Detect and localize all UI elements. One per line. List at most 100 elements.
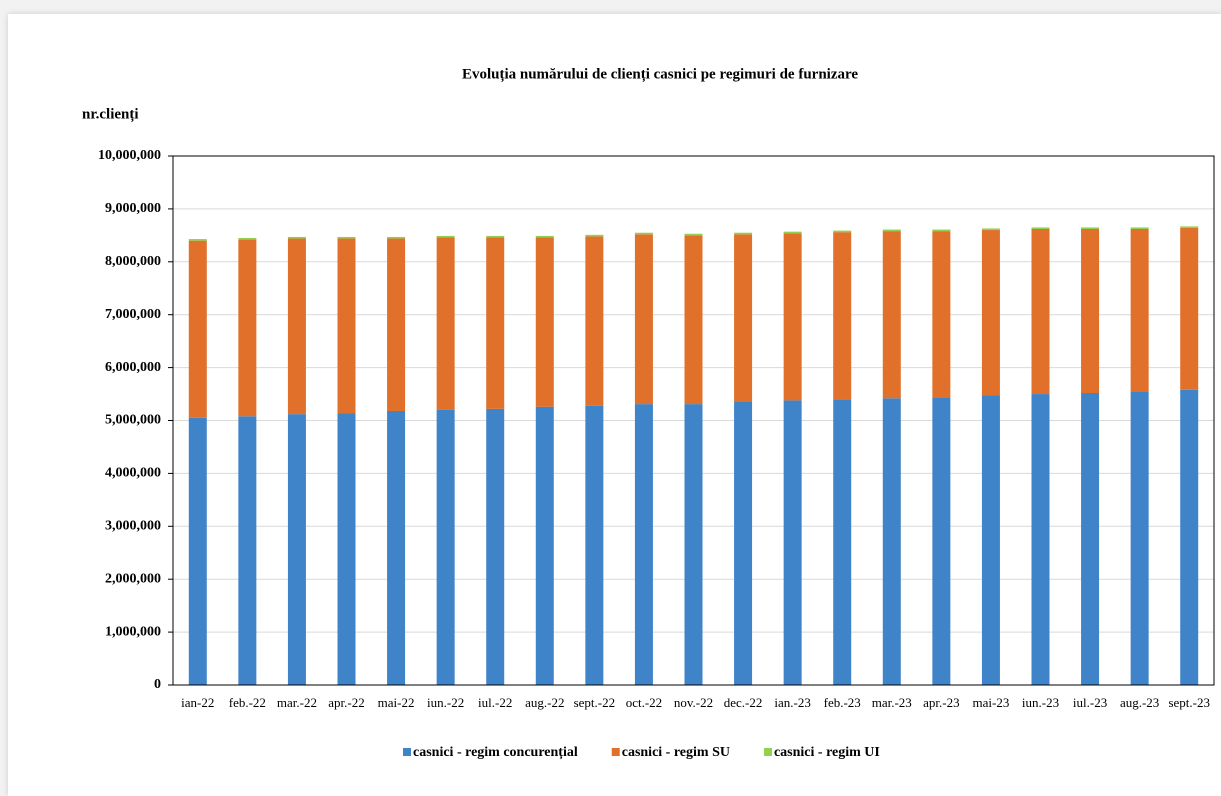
bar-segment bbox=[1031, 394, 1050, 685]
bar-segment bbox=[436, 237, 455, 410]
x-tick-label: nov.-22 bbox=[674, 695, 713, 710]
bar-segment bbox=[634, 232, 653, 235]
bar-segment bbox=[1081, 392, 1100, 685]
x-tick-label: sept.-23 bbox=[1168, 695, 1210, 710]
bar-segment bbox=[238, 416, 257, 685]
legend-label: casnici - regim SU bbox=[622, 745, 730, 760]
bar-segment bbox=[932, 397, 951, 685]
x-tick-label: sept.-22 bbox=[574, 695, 616, 710]
x-tick-label: iul.-23 bbox=[1073, 695, 1107, 710]
bar-segment bbox=[833, 230, 852, 233]
bar-segment bbox=[981, 395, 1000, 685]
bar-segment bbox=[1130, 227, 1149, 230]
y-tick-label: 4,000,000 bbox=[105, 466, 161, 481]
bar-segment bbox=[882, 398, 901, 685]
bar-segment bbox=[1031, 227, 1050, 230]
bar-segment bbox=[238, 239, 257, 417]
x-tick-label: mar.-22 bbox=[277, 695, 317, 710]
bar-segment bbox=[684, 404, 703, 685]
bar-segment bbox=[486, 408, 505, 685]
x-tick-label: apr.-22 bbox=[328, 695, 364, 710]
bar-segment bbox=[337, 413, 356, 685]
bar-segment bbox=[188, 240, 207, 418]
x-tick-label: mai-23 bbox=[973, 695, 1010, 710]
x-tick-label: iul.-22 bbox=[478, 695, 512, 710]
bar-segment bbox=[585, 236, 604, 406]
legend-swatch bbox=[611, 748, 620, 756]
x-tick-label: aug.-23 bbox=[1120, 695, 1159, 710]
x-tick-label: iun.-23 bbox=[1022, 695, 1059, 710]
y-tick-label: 5,000,000 bbox=[105, 413, 161, 428]
bar-segment bbox=[833, 399, 852, 685]
legend-swatch bbox=[763, 748, 772, 756]
legend-swatch bbox=[403, 748, 411, 756]
bar-segment bbox=[1031, 229, 1050, 395]
bar-segment bbox=[387, 236, 406, 239]
bar-segment bbox=[486, 237, 505, 409]
bar-segment bbox=[337, 236, 356, 239]
bar-segment bbox=[535, 237, 554, 407]
y-tick-label: 1,000,000 bbox=[105, 624, 161, 639]
chart-title: Evoluția numărului de clienți casnici pe… bbox=[462, 66, 858, 82]
x-tick-label: feb.-23 bbox=[824, 695, 861, 710]
legend-label: casnici - regim UI bbox=[774, 745, 880, 760]
bar-segment bbox=[734, 401, 753, 685]
bar-segment bbox=[486, 235, 505, 238]
bar-segment bbox=[535, 406, 554, 685]
y-tick-label: 9,000,000 bbox=[105, 201, 161, 216]
x-tick-label: dec.-22 bbox=[724, 695, 763, 710]
bar-segment bbox=[287, 236, 306, 239]
bar-segment bbox=[932, 229, 951, 232]
bar-segment bbox=[337, 238, 356, 414]
bar-segment bbox=[1180, 227, 1199, 390]
bar-segment bbox=[1081, 229, 1100, 393]
bar-segment bbox=[734, 232, 753, 235]
legend-label: casnici - regim concurențial bbox=[413, 745, 578, 760]
bar-segment bbox=[1180, 226, 1199, 228]
x-tick-label: ian.-23 bbox=[774, 695, 810, 710]
x-tick-label: oct.-22 bbox=[626, 695, 662, 710]
y-tick-label: 2,000,000 bbox=[105, 571, 161, 586]
bar-segment bbox=[684, 235, 703, 405]
bar-segment bbox=[833, 232, 852, 400]
bar-segment bbox=[734, 234, 753, 402]
bar-segment bbox=[287, 238, 306, 415]
chart-card bbox=[8, 14, 1221, 796]
bar-segment bbox=[535, 235, 554, 238]
bar-segment bbox=[981, 228, 1000, 231]
y-tick-label: 3,000,000 bbox=[105, 519, 161, 534]
y-tick-label: 0 bbox=[154, 677, 161, 692]
y-tick-label: 7,000,000 bbox=[105, 307, 161, 322]
y-axis-label: nr.clienți bbox=[82, 106, 139, 122]
bar-segment bbox=[436, 235, 455, 238]
x-tick-label: apr.-23 bbox=[923, 695, 959, 710]
x-tick-label: aug.-22 bbox=[525, 695, 564, 710]
x-tick-label: mai-22 bbox=[378, 695, 415, 710]
bar-segment bbox=[882, 229, 901, 232]
bar-segment bbox=[1130, 391, 1149, 685]
bar-segment bbox=[634, 234, 653, 405]
y-tick-label: 6,000,000 bbox=[105, 360, 161, 375]
bar-segment bbox=[387, 410, 406, 685]
bar-segment bbox=[1081, 227, 1100, 230]
bar-segment bbox=[882, 231, 901, 399]
bar-segment bbox=[1130, 229, 1149, 392]
x-tick-label: mar.-23 bbox=[872, 695, 912, 710]
bar-segment bbox=[585, 405, 604, 685]
bar-segment bbox=[634, 404, 653, 685]
bar-segment bbox=[287, 414, 306, 685]
bar-segment bbox=[585, 234, 604, 237]
bar-segment bbox=[783, 233, 802, 401]
bar-segment bbox=[1180, 389, 1199, 685]
x-tick-label: feb.-22 bbox=[229, 695, 266, 710]
bar-segment bbox=[436, 409, 455, 685]
bar-segment bbox=[238, 237, 257, 240]
bar-segment bbox=[783, 400, 802, 685]
y-tick-label: 10,000,000 bbox=[98, 148, 161, 163]
bar-segment bbox=[684, 233, 703, 236]
y-tick-label: 8,000,000 bbox=[105, 254, 161, 269]
bar-segment bbox=[981, 230, 1000, 396]
bar-segment bbox=[783, 231, 802, 234]
bar-segment bbox=[932, 231, 951, 398]
